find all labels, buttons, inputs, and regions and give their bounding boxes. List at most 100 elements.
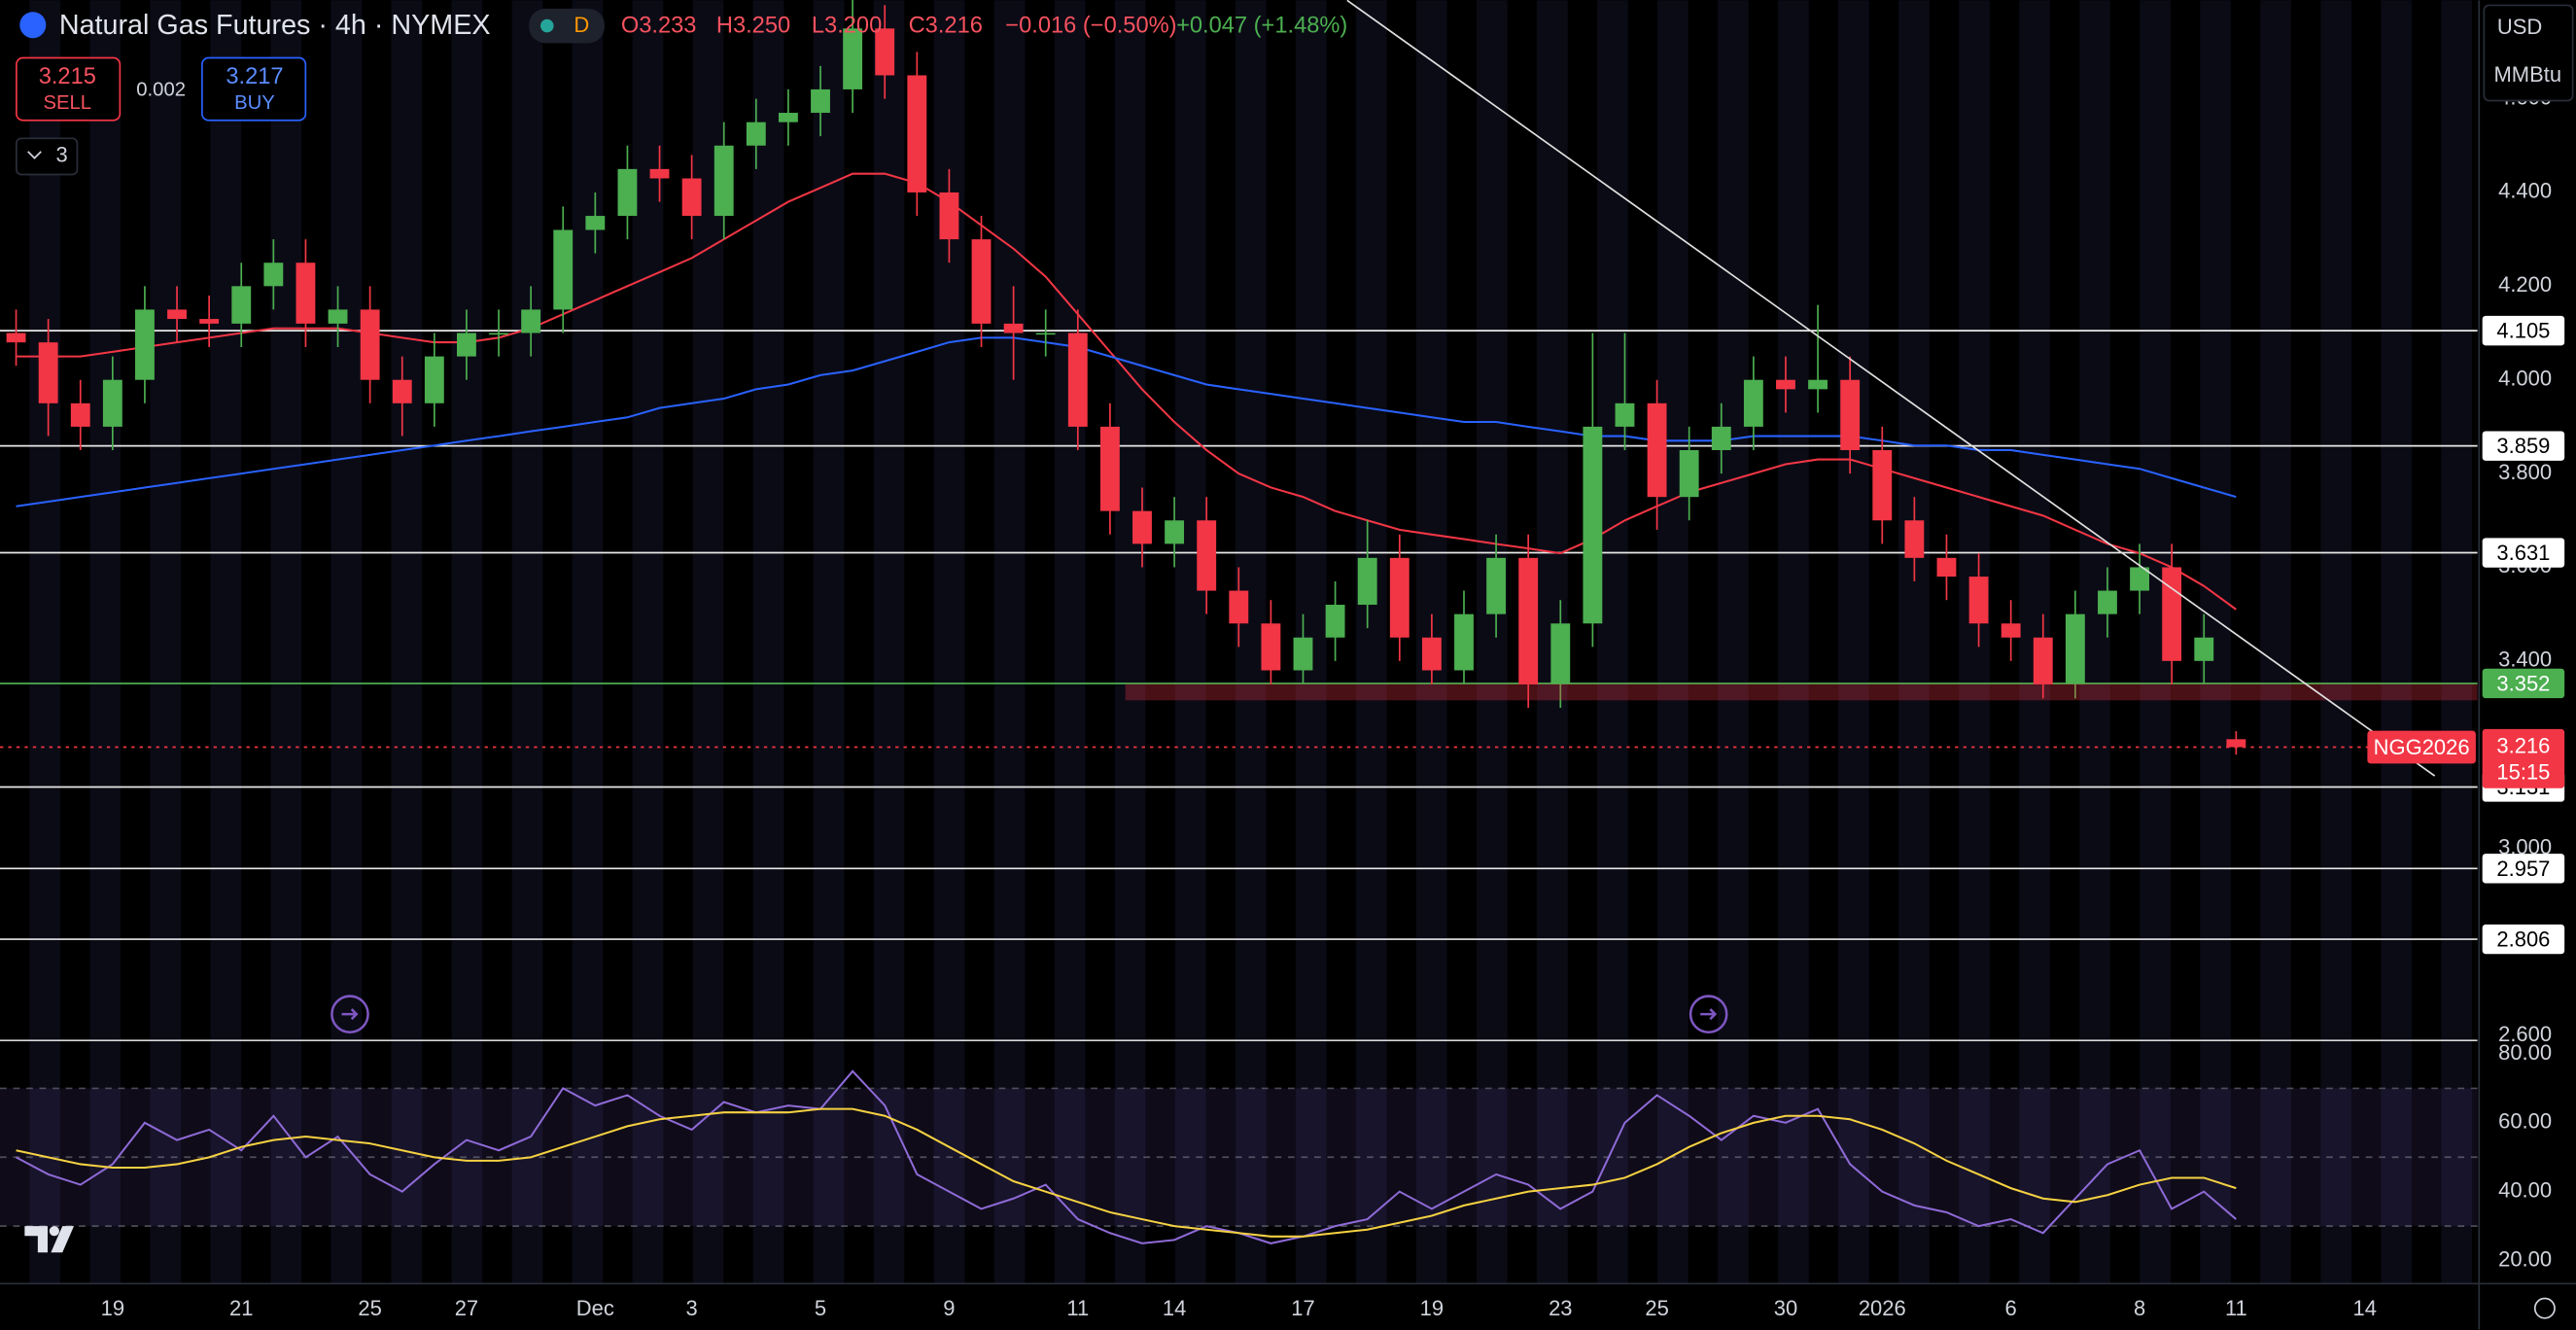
support-tag <box>2482 668 2565 699</box>
candle-body <box>392 379 412 403</box>
chevron <box>27 151 42 159</box>
symbol-label: NGG2026 <box>2374 735 2470 759</box>
symbol-title: Natural Gas Futures · 4h · NYMEX <box>59 10 491 41</box>
candle-body <box>649 168 670 179</box>
candle-body <box>1165 520 1185 544</box>
candle-body <box>1389 557 1410 638</box>
candle-body <box>1872 449 1893 521</box>
logo <box>24 1226 75 1253</box>
trendline <box>1346 0 2436 777</box>
level-label: 3.631 <box>2496 541 2550 565</box>
candle-body <box>907 75 927 192</box>
y-tick-label: 4.200 <box>2498 272 2552 297</box>
candle-body <box>1679 449 1699 498</box>
ohlc-low: L3.200 <box>812 14 882 39</box>
candle-body <box>424 356 444 403</box>
candle-body <box>681 178 702 217</box>
event-icon[interactable] <box>1688 995 1728 1033</box>
candle-body <box>70 402 90 427</box>
status-pill[interactable] <box>529 8 605 44</box>
x-tick-label: 9 <box>943 1296 955 1320</box>
moving-average <box>16 336 2237 508</box>
candle-body <box>2033 637 2053 684</box>
candle-body <box>1132 510 1152 544</box>
event-icon[interactable] <box>331 995 369 1033</box>
y-tick-label: 4.400 <box>2498 179 2552 203</box>
sell-button[interactable] <box>16 56 122 122</box>
x-tick-label: Dec <box>576 1296 614 1320</box>
x-tick-label: 25 <box>1645 1296 1668 1320</box>
level-tag <box>2482 854 2565 884</box>
status-dot <box>540 18 554 33</box>
candle-body <box>1325 605 1345 638</box>
symbol-tag <box>2367 730 2476 764</box>
rsi-line <box>16 1069 2237 1244</box>
candle-body <box>2194 637 2214 661</box>
x-tick-label: 27 <box>455 1296 478 1320</box>
ohlc-open: O3.233 <box>621 14 697 39</box>
candle-body <box>457 332 476 357</box>
buy-label: BUY <box>234 92 275 114</box>
event-arrow <box>341 1008 359 1021</box>
level-tag <box>2482 924 2565 955</box>
candle-body <box>1518 557 1539 684</box>
change: −0.016 (−0.50%) <box>1005 14 1176 39</box>
y-tick-label: 60.00 <box>2498 1109 2552 1134</box>
x-tick-label: 3 <box>686 1296 698 1320</box>
currency: USD <box>2497 15 2542 39</box>
candle-body <box>1647 402 1667 498</box>
candle-body <box>328 309 348 324</box>
buy-price: 3.217 <box>226 64 283 89</box>
axes: 4.6004.4004.2004.0003.8003.6003.4003.000… <box>101 85 2565 1320</box>
candle-body <box>1968 577 1989 624</box>
zone <box>1125 683 2478 701</box>
candle-body <box>811 88 830 114</box>
candle-body <box>778 113 798 122</box>
candle-body <box>2098 590 2117 614</box>
ohlc-close: C3.216 <box>909 14 983 39</box>
y-tick-label: 20.00 <box>2498 1246 2552 1271</box>
x-tick-label: 21 <box>229 1296 253 1320</box>
y-tick-label: 4.000 <box>2498 367 2552 391</box>
sell-label: SELL <box>44 92 92 114</box>
unit-selector[interactable] <box>2483 4 2574 102</box>
candle-body <box>521 309 541 333</box>
level-label: 2.806 <box>2496 928 2550 952</box>
candle-body <box>1615 402 1635 427</box>
candle-body <box>939 192 959 240</box>
last-price-label: 3.216 <box>2496 733 2550 757</box>
level-tag <box>2482 538 2565 568</box>
candle-body <box>1486 557 1507 614</box>
candle-body <box>1261 623 1281 671</box>
candle-body <box>2226 739 2246 748</box>
x-tick-label: 19 <box>1420 1296 1444 1320</box>
candle-body <box>1711 426 1731 450</box>
candle-body <box>2130 567 2149 591</box>
candle-body <box>1743 379 1763 427</box>
candle-body <box>2162 567 2182 661</box>
x-tick-label: 14 <box>1163 1296 1186 1320</box>
candle-body <box>102 379 122 427</box>
candle-body <box>199 319 220 324</box>
candle-body <box>135 309 155 380</box>
candle-body <box>746 122 766 146</box>
candle-body <box>231 286 252 324</box>
support-label: 3.352 <box>2496 671 2550 695</box>
x-tick-label: 14 <box>2353 1296 2377 1320</box>
candle-body <box>38 342 58 403</box>
candle-body <box>553 229 574 310</box>
candle-body <box>1421 637 1442 671</box>
candle-body <box>1776 379 1795 390</box>
last-price-tag <box>2482 728 2565 788</box>
candle-body <box>1583 426 1603 624</box>
indicator-toggle[interactable] <box>16 137 79 176</box>
buy-button[interactable] <box>201 56 307 122</box>
settings-icon[interactable] <box>2533 1297 2556 1319</box>
candle-body <box>1357 557 1377 606</box>
spread: 0.002 <box>136 80 186 101</box>
level-label: 2.957 <box>2496 857 2550 881</box>
candle-body <box>1229 590 1249 624</box>
x-tick-label: 2026 <box>1859 1296 1906 1320</box>
